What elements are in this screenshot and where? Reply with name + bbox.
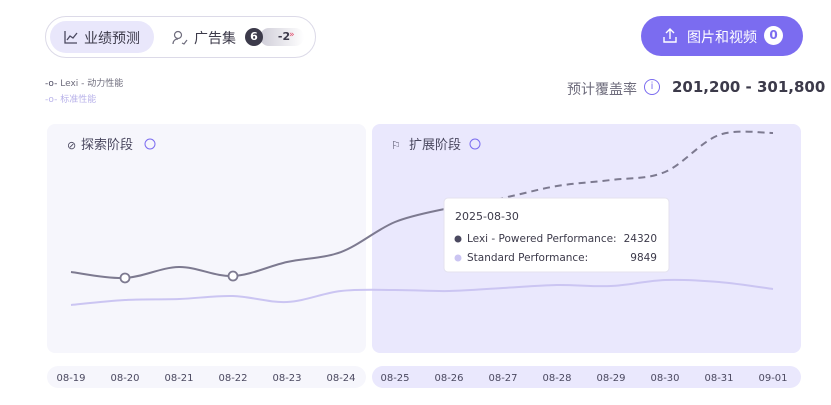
legend-label: Lexi - 动力性能 xyxy=(60,79,124,89)
flag-icon: ⚐ xyxy=(391,139,401,152)
x-tick-label: 08-21 xyxy=(164,373,193,384)
button-label: 图片和视频 xyxy=(687,30,757,46)
x-tick-label: 08-30 xyxy=(650,373,679,384)
info-icon[interactable] xyxy=(469,138,481,150)
x-tick-label: 08-27 xyxy=(488,373,517,384)
legend-label: 标准性能 xyxy=(60,95,97,105)
phase-panel xyxy=(47,124,366,353)
x-tick-label: 08-26 xyxy=(434,373,463,384)
tooltip-title: 2025-08-30 xyxy=(455,210,519,223)
upload-button[interactable]: 图片和视频 0 xyxy=(641,16,803,56)
x-tick-label: 08-20 xyxy=(110,373,139,384)
axis-pill xyxy=(47,366,366,388)
x-tick-label: 08-24 xyxy=(326,373,355,384)
upload-icon xyxy=(663,28,677,43)
point-marker xyxy=(119,272,131,284)
x-tick-label: 08-29 xyxy=(596,373,625,384)
tooltip-value: 9849 xyxy=(630,252,657,264)
tooltip-value: 24320 xyxy=(624,233,657,245)
count-badge: 0 xyxy=(764,26,783,45)
info-icon[interactable] xyxy=(144,138,156,150)
delta-badge: -2 xyxy=(260,28,304,46)
x-tick-label: 08-25 xyxy=(380,373,409,384)
tooltip-dot xyxy=(454,235,462,243)
legend-entry: -o- 标准性能 xyxy=(45,95,97,105)
info-icon[interactable]: i xyxy=(644,79,660,95)
count-badge: 6 xyxy=(245,28,263,46)
coverage-label: 预计覆盖率 xyxy=(567,82,637,98)
point-marker xyxy=(227,270,239,282)
x-tick-label: 08-31 xyxy=(704,373,733,384)
legend: -o- Lexi - 动力性能 -o- 标准性能 xyxy=(45,76,123,105)
coverage-value: 201,200 - 301,800 xyxy=(672,78,826,96)
tooltip-label: Lexi - Powered Performance: xyxy=(467,233,617,245)
tab-group: 业绩预测 广告集 6 -2 » xyxy=(45,16,316,58)
x-tick-label: 08-19 xyxy=(56,373,85,384)
phase-label: 扩展阶段 xyxy=(409,138,461,153)
x-tick-label: 08-23 xyxy=(272,373,301,384)
tooltip: 2025-08-30 Lexi - Powered Performance: 2… xyxy=(443,197,670,273)
tab-label: 业绩预测 xyxy=(84,31,140,47)
tag-icon: ⊘ xyxy=(67,139,76,152)
tab-forecast[interactable] xyxy=(50,21,154,53)
chart-icon xyxy=(64,31,78,44)
series-line xyxy=(70,278,774,306)
tooltip-dot xyxy=(454,254,462,262)
axis-pill xyxy=(372,366,801,388)
down-icon: » xyxy=(289,30,295,40)
x-tick-label: 08-22 xyxy=(218,373,247,384)
tooltip-box xyxy=(443,197,670,273)
people-icon xyxy=(172,30,188,45)
phase-label: 探索阶段 xyxy=(81,138,133,153)
legend-entry: -o- Lexi - 动力性能 xyxy=(45,79,124,89)
x-tick-label: 09-01 xyxy=(758,373,787,384)
x-tick-label: 08-28 xyxy=(542,373,571,384)
tab-label[interactable]: 广告集 xyxy=(194,31,236,47)
tooltip-label: Standard Performance: xyxy=(467,252,588,264)
chart: 探索阶段 扩展阶段 ⊘ ⚐ 2025-08-30 Lexi - Powered … xyxy=(47,124,801,388)
